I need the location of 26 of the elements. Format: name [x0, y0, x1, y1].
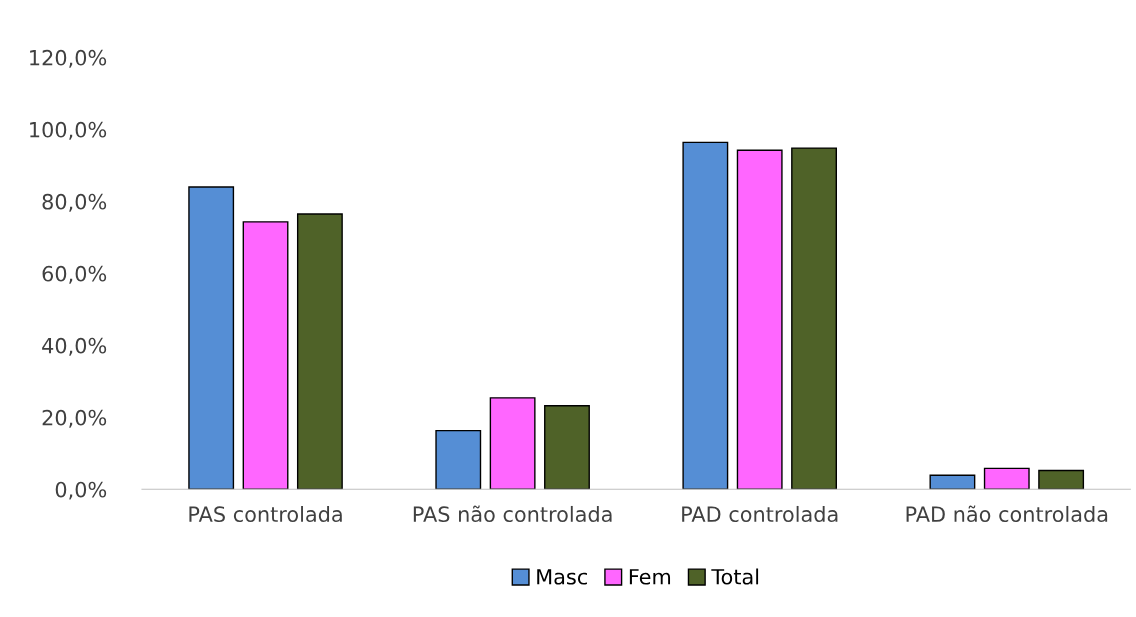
bar	[242, 221, 289, 490]
y-tick-label: 20,0%	[42, 409, 107, 428]
bar	[983, 467, 1030, 490]
y-tick-label: 120,0%	[30, 49, 107, 68]
bar	[544, 405, 590, 490]
bar	[736, 149, 783, 490]
y-tick-label: 40,0%	[42, 337, 107, 356]
x-tick-label: PAS não controlada	[413, 505, 612, 523]
bar	[1038, 469, 1085, 490]
y-tick-label: 80,0%	[42, 193, 107, 212]
y-tick-label: 60,0%	[42, 265, 107, 284]
bar	[188, 186, 235, 490]
bar	[489, 397, 536, 490]
y-tick-label: 0,0%	[55, 481, 107, 500]
bar	[682, 141, 729, 490]
bar	[296, 213, 343, 490]
bar	[791, 147, 837, 490]
x-tick-label: PAD controlada	[682, 505, 838, 523]
legend-label: Fem	[629, 569, 671, 585]
x-tick-label: PAD não controlada	[906, 505, 1108, 523]
y-tick-label: 100,0%	[30, 121, 107, 140]
legend-label: Masc	[537, 569, 587, 585]
x-tick-label: PAS controlada	[189, 505, 342, 523]
legend-label: Total	[711, 568, 759, 585]
bar	[435, 429, 482, 490]
bar	[929, 474, 976, 490]
